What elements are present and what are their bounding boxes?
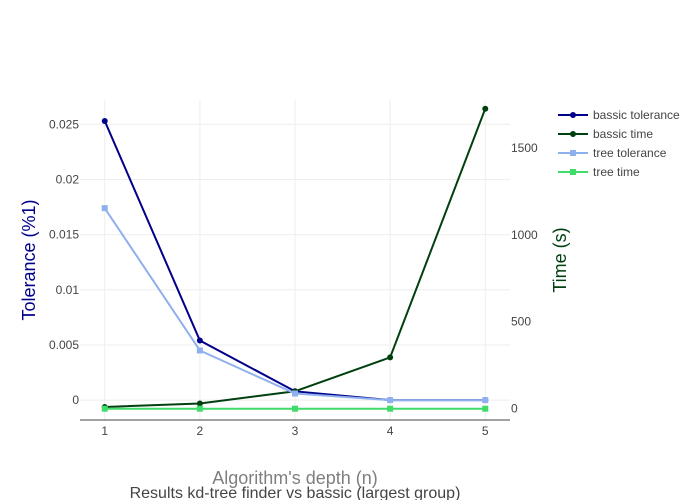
- data-point-tree-time[interactable]: [101, 405, 108, 412]
- series-layer: [101, 105, 489, 412]
- data-point-tree-tolerance[interactable]: [101, 205, 108, 212]
- legend-label: bassic tolerance: [593, 108, 680, 122]
- legend-marker: [570, 169, 576, 175]
- y-tick-label-left: 0: [72, 393, 79, 407]
- grid: [80, 100, 510, 420]
- chart-title: Results kd-tree finder vs bassic (larges…: [130, 485, 461, 500]
- x-tick-label: 3: [292, 424, 299, 438]
- y-tick-label-left: 0.02: [56, 172, 80, 186]
- y-tick-label-right: 1000: [511, 228, 538, 242]
- data-point-tree-time[interactable]: [196, 405, 203, 412]
- legend-item-tree-time[interactable]: tree time: [558, 165, 640, 179]
- x-tick-label: 5: [482, 424, 489, 438]
- y-axis-title-right: Time (s): [550, 227, 570, 292]
- data-point-tree-tolerance[interactable]: [482, 397, 489, 404]
- y-tick-label-left: 0.025: [49, 117, 79, 131]
- y-tick-label-right: 1500: [511, 141, 538, 155]
- data-point-bassic-time[interactable]: [196, 400, 203, 407]
- data-point-bassic-time[interactable]: [482, 105, 489, 112]
- x-tick-label: 1: [101, 424, 108, 438]
- legend-label: tree time: [593, 165, 640, 179]
- data-point-tree-time[interactable]: [387, 405, 394, 412]
- x-tick-label: 2: [197, 424, 204, 438]
- y-tick-label-left: 0.005: [49, 338, 79, 352]
- data-point-bassic-tolerance[interactable]: [196, 337, 203, 344]
- y-tick-label-right: 0: [511, 402, 518, 416]
- legend[interactable]: bassic tolerance bassic time tree toleranc…: [558, 108, 680, 179]
- data-point-bassic-tolerance[interactable]: [101, 117, 108, 124]
- y-tick-label-left: 0.01: [56, 283, 80, 297]
- data-point-tree-time[interactable]: [482, 405, 489, 412]
- legend-marker: [570, 112, 576, 118]
- data-point-tree-tolerance[interactable]: [292, 390, 298, 397]
- legend-marker: [570, 150, 576, 156]
- y-axis-title-left: Tolerance (%1): [19, 199, 39, 320]
- x-axis-title: Algorithm's depth (n): [212, 468, 378, 488]
- tick-labels: 1 2 3 4 5 0 0.005 0.01 0.015 0.02 0.025 0 500 1000 150…: [49, 117, 538, 438]
- legend-item-tree-tolerance[interactable]: tree tolerance: [558, 146, 667, 160]
- data-point-tree-tolerance[interactable]: [387, 397, 394, 404]
- data-point-bassic-time[interactable]: [387, 354, 394, 361]
- data-point-tree-time[interactable]: [292, 405, 298, 412]
- legend-item-bassic-tolerance[interactable]: bassic tolerance: [558, 108, 680, 122]
- legend-label: tree tolerance: [593, 146, 667, 160]
- y-tick-label-right: 500: [511, 315, 531, 329]
- legend-item-bassic-time[interactable]: bassic time: [558, 127, 653, 141]
- legend-marker: [570, 131, 576, 137]
- y-tick-label-left: 0.015: [49, 228, 79, 242]
- data-point-tree-tolerance[interactable]: [196, 347, 203, 354]
- x-tick-label: 4: [387, 424, 394, 438]
- legend-label: bassic time: [593, 127, 653, 141]
